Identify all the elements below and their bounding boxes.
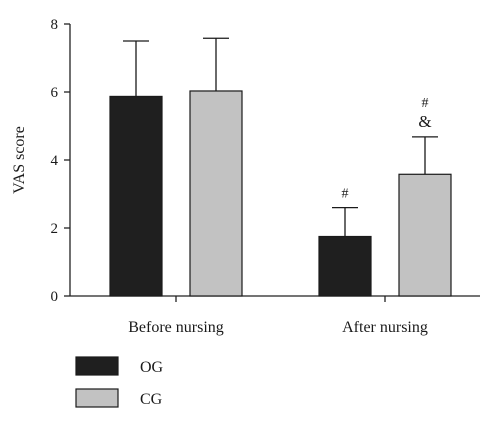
y-axis-label: VAS score <box>11 126 28 194</box>
x-ticks: Before nursing After nursing <box>128 296 428 336</box>
significance-mark-og-1-0: # <box>342 187 349 202</box>
legend-swatch-cg <box>75 388 119 408</box>
legend-swatch-og <box>75 356 119 376</box>
bars: ##& <box>109 37 452 297</box>
bar-cg-0 <box>189 90 243 297</box>
y-tick-label-2: 4 <box>51 153 59 169</box>
y-tick-label-3: 6 <box>51 85 59 101</box>
y-tick-label-4: 8 <box>51 17 59 33</box>
x-tick-label-1: After nursing <box>342 319 428 336</box>
legend-label-cg: CG <box>140 391 163 408</box>
bar-og-1 <box>318 235 372 297</box>
significance-mark-cg-1-1: & <box>418 112 431 131</box>
y-tick-label-1: 2 <box>51 221 59 237</box>
x-tick-label-0: Before nursing <box>128 319 224 336</box>
y-ticks: 0 2 4 6 8 <box>51 17 70 305</box>
legend: OG CG <box>75 356 164 408</box>
significance-mark-cg-1-0: # <box>422 96 429 111</box>
y-tick-label-0: 0 <box>51 289 59 305</box>
bar-og-0 <box>109 95 163 297</box>
legend-label-og: OG <box>140 359 164 376</box>
bar-cg-1 <box>398 173 452 297</box>
